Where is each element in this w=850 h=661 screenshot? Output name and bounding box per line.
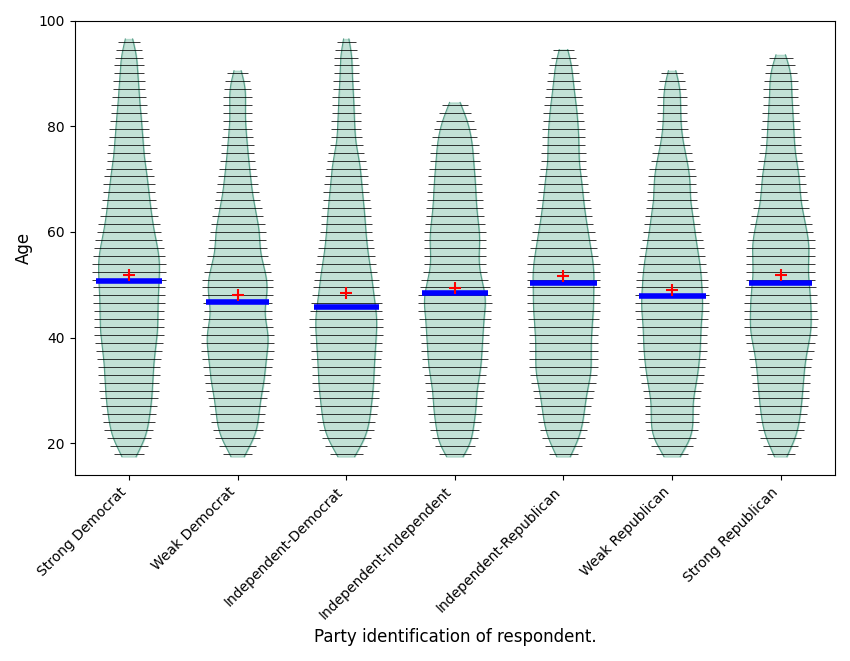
Y-axis label: Age: Age — [15, 232, 33, 264]
X-axis label: Party identification of respondent.: Party identification of respondent. — [314, 628, 596, 646]
